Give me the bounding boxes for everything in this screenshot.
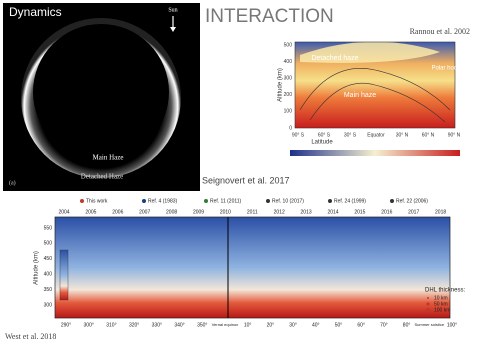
legend-marker bbox=[427, 297, 429, 299]
legend-label: Ref. 22 (2006) bbox=[396, 198, 428, 204]
x-tick-label: 40° bbox=[312, 322, 320, 328]
x-tick-label: 90° S bbox=[292, 132, 305, 138]
year-label: 2013 bbox=[301, 209, 312, 215]
x-tick-label: 300° bbox=[84, 322, 94, 328]
legend-marker bbox=[142, 199, 146, 203]
legend-label: Ref. 10 (2017) bbox=[272, 198, 304, 204]
y-tick-label: 500 bbox=[44, 241, 53, 247]
legend-marker bbox=[328, 199, 332, 203]
annotation: Main haze bbox=[344, 92, 376, 99]
x-tick-label: Equator bbox=[367, 132, 385, 138]
x-tick-label: 330° bbox=[152, 322, 162, 328]
x-tick-label: 340° bbox=[174, 322, 184, 328]
year-label: 2017 bbox=[408, 209, 419, 215]
y-tick-label: 200 bbox=[284, 92, 293, 98]
x-tick-label: 70° bbox=[380, 322, 388, 328]
legend-marker bbox=[390, 199, 394, 203]
colorbar bbox=[60, 250, 68, 300]
year-label: 2011 bbox=[247, 209, 258, 215]
annotation: Polar hood bbox=[431, 66, 460, 72]
y-tick-label: 300 bbox=[284, 76, 293, 82]
x-tick-label: 350° bbox=[197, 322, 207, 328]
x-tick-label: 100° bbox=[447, 322, 457, 328]
y-tick-label: 500 bbox=[284, 42, 293, 48]
legend-label: Ref. 4 (1983) bbox=[148, 198, 178, 204]
x-tick-label: 30° bbox=[289, 322, 297, 328]
year-label: 2012 bbox=[274, 209, 285, 215]
y-axis-label: Altitude (km) bbox=[34, 251, 40, 285]
y-tick-label: 550 bbox=[44, 225, 53, 231]
annotation: Detached haze bbox=[311, 55, 358, 62]
x-axis-label: Latitude bbox=[311, 140, 333, 146]
x-tick-label: 60° N bbox=[422, 132, 435, 138]
main-haze-label: Main Haze bbox=[93, 154, 124, 162]
x-tick-label: 30° S bbox=[344, 132, 357, 138]
credit: West et al. 2018 bbox=[5, 332, 56, 341]
y-tick-label: 0 bbox=[289, 125, 292, 131]
legend-label: 100 km bbox=[434, 307, 450, 313]
legend-label: This work bbox=[86, 198, 108, 204]
year-label: 2018 bbox=[435, 209, 446, 215]
legend-label: Ref. 24 (1999) bbox=[334, 198, 366, 204]
x-tick-label: Summer solstice bbox=[415, 322, 445, 327]
colorbar bbox=[290, 150, 460, 156]
slide-title: INTERACTION bbox=[205, 6, 334, 27]
titan-shadow bbox=[33, 24, 169, 160]
year-label: 2009 bbox=[193, 209, 204, 215]
legend-marker bbox=[266, 199, 270, 203]
year-label: 2016 bbox=[381, 209, 392, 215]
x-tick-label: 60° S bbox=[318, 132, 331, 138]
panel-label: Dynamics bbox=[9, 5, 62, 19]
slide: Dynamics Sun Main Haze Detached Haze (a)… bbox=[0, 0, 482, 344]
x-tick-label: 50° bbox=[335, 322, 343, 328]
sun-label: Sun bbox=[168, 7, 177, 13]
legend-marker bbox=[426, 308, 430, 312]
year-label: 2005 bbox=[85, 209, 96, 215]
y-tick-label: 100 bbox=[284, 109, 293, 115]
x-tick-label: 80° bbox=[403, 322, 411, 328]
legend-marker bbox=[204, 199, 208, 203]
haze-timeseries bbox=[55, 217, 450, 318]
year-label: 2010 bbox=[220, 209, 231, 215]
year-label: 2004 bbox=[58, 209, 69, 215]
y-tick-label: 450 bbox=[44, 256, 53, 262]
legend-marker bbox=[426, 302, 429, 305]
x-tick-label: 30° N bbox=[396, 132, 409, 138]
x-tick-label: 310° bbox=[106, 322, 116, 328]
detached-haze-label: Detached Haze bbox=[81, 173, 124, 181]
year-label: 2007 bbox=[139, 209, 150, 215]
legend-label: Ref. 11 (2011) bbox=[210, 198, 242, 204]
y-tick-label: 350 bbox=[44, 287, 53, 293]
legend-title: DHL thickness: bbox=[425, 288, 465, 294]
x-tick-label: 10° bbox=[244, 322, 252, 328]
year-label: 2014 bbox=[327, 209, 338, 215]
x-tick-label: 90° N bbox=[448, 132, 461, 138]
y-tick-label: 400 bbox=[44, 272, 53, 278]
x-tick-label: 320° bbox=[129, 322, 139, 328]
legend-marker bbox=[80, 199, 84, 203]
x-tick-label: 20° bbox=[267, 322, 275, 328]
credit: Seignovert et al. 2017 bbox=[202, 175, 290, 185]
y-tick-label: 400 bbox=[284, 59, 293, 65]
x-tick-label: 60° bbox=[357, 322, 365, 328]
y-tick-label: 300 bbox=[44, 302, 53, 308]
x-tick-label: 290° bbox=[61, 322, 71, 328]
x-tick-label: Vernal equinox bbox=[212, 322, 238, 327]
year-label: 2015 bbox=[354, 209, 365, 215]
year-label: 2006 bbox=[112, 209, 123, 215]
credit: Rannou et al. 2002 bbox=[410, 27, 470, 36]
panel-tag: (a) bbox=[9, 179, 16, 186]
year-label: 2008 bbox=[166, 209, 177, 215]
